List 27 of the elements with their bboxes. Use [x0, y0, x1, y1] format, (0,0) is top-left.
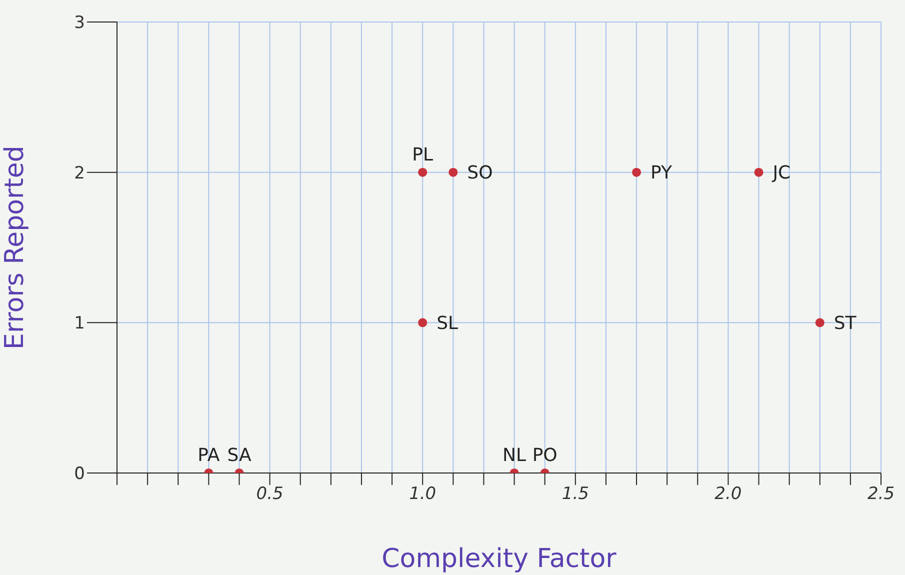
point [418, 318, 428, 328]
x-tick-label: 2.0 [714, 484, 742, 504]
annotation: JC [772, 162, 791, 184]
point [418, 168, 428, 177]
annotation: PO [532, 445, 558, 466]
point [448, 168, 458, 177]
y-tick-label: 0 [74, 464, 85, 484]
point [815, 318, 824, 328]
point [754, 168, 764, 177]
annotation: ST [834, 313, 858, 334]
x-tick-label: 1.0 [409, 484, 436, 504]
annotation: PL [412, 144, 434, 166]
point [632, 168, 642, 177]
x-tick-label: 0.5 [256, 484, 284, 504]
x-axis-title: Complexity Factor [382, 544, 617, 574]
annotation: PY [650, 162, 673, 184]
annotation: SO [467, 162, 493, 184]
annotation: PA [198, 445, 220, 466]
annotation: NL [502, 445, 526, 466]
x-tick-label: 1.5 [562, 484, 589, 504]
y-axis-title: Errors Reported [0, 146, 30, 350]
y-tick-label: 1 [74, 314, 85, 334]
y-tick-label: 2 [74, 163, 85, 184]
x-tick-label: 2.5 [867, 484, 895, 504]
annotation: SA [227, 445, 252, 466]
annotation: SL [436, 313, 458, 334]
y-tick-label: 3 [74, 13, 85, 34]
